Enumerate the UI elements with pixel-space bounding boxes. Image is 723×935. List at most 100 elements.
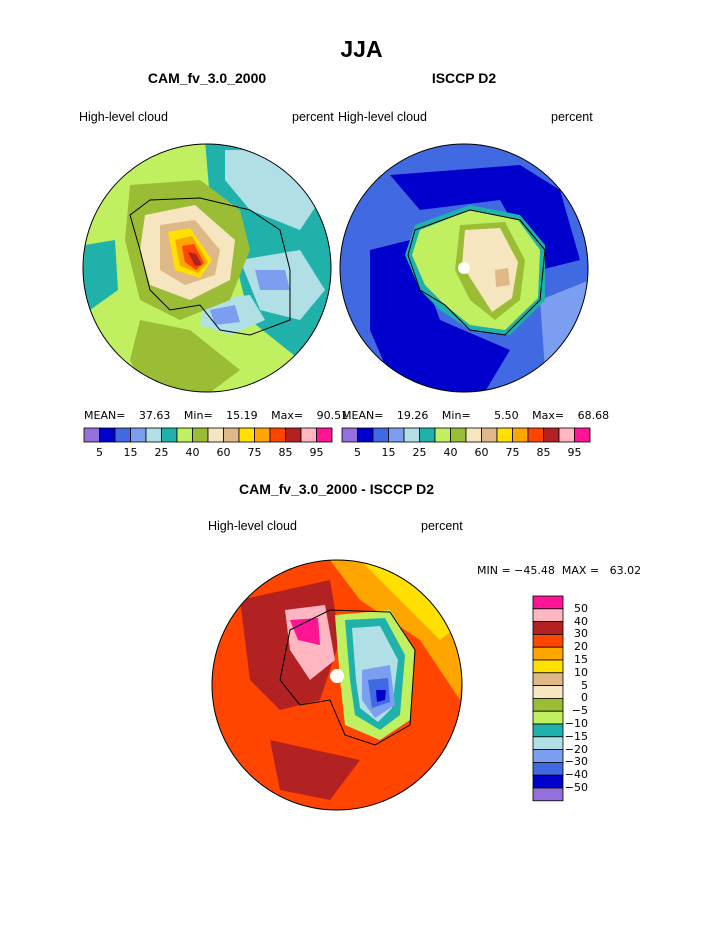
colorbar-label: 0 bbox=[581, 691, 588, 705]
colorbar-label: 40 bbox=[185, 446, 200, 459]
colorbar-swatch bbox=[532, 710, 564, 725]
max-label: Max= bbox=[271, 409, 304, 422]
colorbar-label: 85 bbox=[278, 446, 293, 459]
colorbar-swatch bbox=[300, 427, 317, 443]
colorbar-swatch bbox=[254, 427, 271, 443]
colorbar-model bbox=[83, 427, 333, 443]
colorbar-swatch bbox=[532, 787, 564, 802]
colorbar-label: 5 bbox=[96, 446, 103, 459]
max-label: Max= bbox=[532, 409, 565, 422]
colorbar-swatch bbox=[161, 427, 178, 443]
colorbar-swatch bbox=[543, 427, 560, 443]
min-label: Min= bbox=[183, 409, 213, 422]
colorbar-label: 95 bbox=[567, 446, 582, 459]
colorbar-swatch bbox=[532, 723, 564, 738]
diff-title: CAM_fv_3.0_2000 - ISCCP D2 bbox=[238, 481, 435, 497]
panel2-variable: High-level cloud bbox=[338, 110, 427, 124]
mean-value: 37.63 bbox=[138, 409, 171, 422]
colorbar-label: 15 bbox=[574, 653, 588, 666]
colorbar-swatch bbox=[434, 427, 451, 443]
colorbar-swatch bbox=[481, 427, 498, 443]
colorbar-label: −15 bbox=[564, 729, 588, 743]
colorbar-swatch bbox=[512, 427, 529, 443]
colorbar-swatch bbox=[532, 736, 564, 750]
colorbar-swatch bbox=[532, 634, 564, 648]
colorbar-swatch bbox=[388, 427, 405, 443]
mean-label: MEAN= bbox=[84, 409, 126, 422]
colorbar-swatch bbox=[176, 427, 193, 443]
colorbar-swatch bbox=[114, 427, 131, 443]
colorbar-swatch bbox=[192, 427, 209, 443]
colorbar-observation bbox=[341, 427, 591, 443]
colorbar-swatch bbox=[496, 427, 513, 443]
colorbar-swatch bbox=[532, 595, 564, 610]
panel2-title: ISCCP D2 bbox=[431, 70, 497, 86]
colorbar-swatch bbox=[207, 427, 224, 443]
colorbar-swatch bbox=[316, 427, 333, 443]
colorbar-swatch bbox=[269, 427, 286, 443]
panel2-units: percent bbox=[551, 110, 593, 124]
colorbar-label: 40 bbox=[574, 614, 588, 628]
colorbar-label: −50 bbox=[564, 781, 588, 794]
colorbar-label: 25 bbox=[412, 446, 427, 459]
diff-minmax: MIN = −45.48 MAX = 63.02 bbox=[477, 564, 642, 577]
colorbar-label: 50 bbox=[574, 601, 588, 615]
colorbar-label: 10 bbox=[574, 665, 588, 679]
colorbar-label: 60 bbox=[474, 446, 489, 459]
colorbar-swatch bbox=[238, 427, 255, 443]
colorbar-swatch bbox=[532, 672, 564, 686]
colorbar-label: −10 bbox=[564, 717, 588, 730]
colorbar-swatch bbox=[532, 621, 564, 635]
observation-map bbox=[340, 144, 588, 392]
colorbar-swatch bbox=[223, 427, 240, 443]
colorbar-swatch bbox=[532, 646, 564, 661]
colorbar-label: 5 bbox=[354, 446, 361, 459]
colorbar-label: 25 bbox=[154, 446, 169, 459]
colorbar-swatch bbox=[532, 762, 564, 776]
colorbar-swatch bbox=[99, 427, 116, 443]
colorbar-swatch bbox=[357, 427, 374, 443]
colorbar-swatch bbox=[532, 698, 564, 712]
colorbar-label: 60 bbox=[216, 446, 231, 459]
min-label: Min= bbox=[441, 409, 471, 422]
colorbar-label: 75 bbox=[505, 446, 520, 459]
colorbar-label: −40 bbox=[564, 768, 588, 782]
max-value: 90.51 bbox=[316, 409, 349, 422]
colorbar-swatch bbox=[574, 427, 591, 443]
colorbar-label: 30 bbox=[574, 627, 588, 641]
min-value: 5.50 bbox=[494, 409, 519, 422]
colorbar-swatch bbox=[145, 427, 162, 443]
colorbar-swatch bbox=[532, 659, 564, 674]
colorbar-swatch bbox=[558, 427, 575, 443]
panel1-title: CAM_fv_3.0_2000 bbox=[147, 70, 267, 86]
colorbar-label: 15 bbox=[381, 446, 396, 459]
colorbar-swatch bbox=[465, 427, 482, 443]
mean-value: 19.26 bbox=[396, 409, 429, 422]
colorbar-label: −20 bbox=[564, 742, 588, 756]
min-value: 15.19 bbox=[226, 409, 258, 422]
panel1-units: percent bbox=[292, 110, 334, 124]
colorbar-label: 40 bbox=[443, 446, 458, 459]
page-title: JJA bbox=[340, 36, 383, 62]
colorbar-difference bbox=[532, 595, 564, 802]
colorbar-label: 85 bbox=[536, 446, 551, 459]
colorbar-swatch bbox=[532, 608, 564, 622]
colorbar-swatch bbox=[130, 427, 147, 443]
colorbar-label: 95 bbox=[309, 446, 324, 459]
colorbar-swatch bbox=[532, 774, 564, 789]
colorbar-swatch bbox=[419, 427, 436, 443]
colorbar-swatch bbox=[527, 427, 544, 443]
max-value: 68.68 bbox=[577, 409, 610, 422]
colorbar-swatch bbox=[532, 749, 564, 763]
colorbar-swatch bbox=[285, 427, 302, 443]
colorbar-swatch bbox=[372, 427, 389, 443]
colorbar-swatch bbox=[450, 427, 467, 443]
panel1-variable: High-level cloud bbox=[79, 110, 168, 124]
colorbar-swatch bbox=[532, 685, 564, 699]
colorbar-label: −30 bbox=[564, 755, 588, 769]
diff-units: percent bbox=[421, 519, 463, 533]
mean-label: MEAN= bbox=[342, 409, 384, 422]
diff-variable: High-level cloud bbox=[208, 519, 297, 533]
colorbar-label: 75 bbox=[247, 446, 262, 459]
